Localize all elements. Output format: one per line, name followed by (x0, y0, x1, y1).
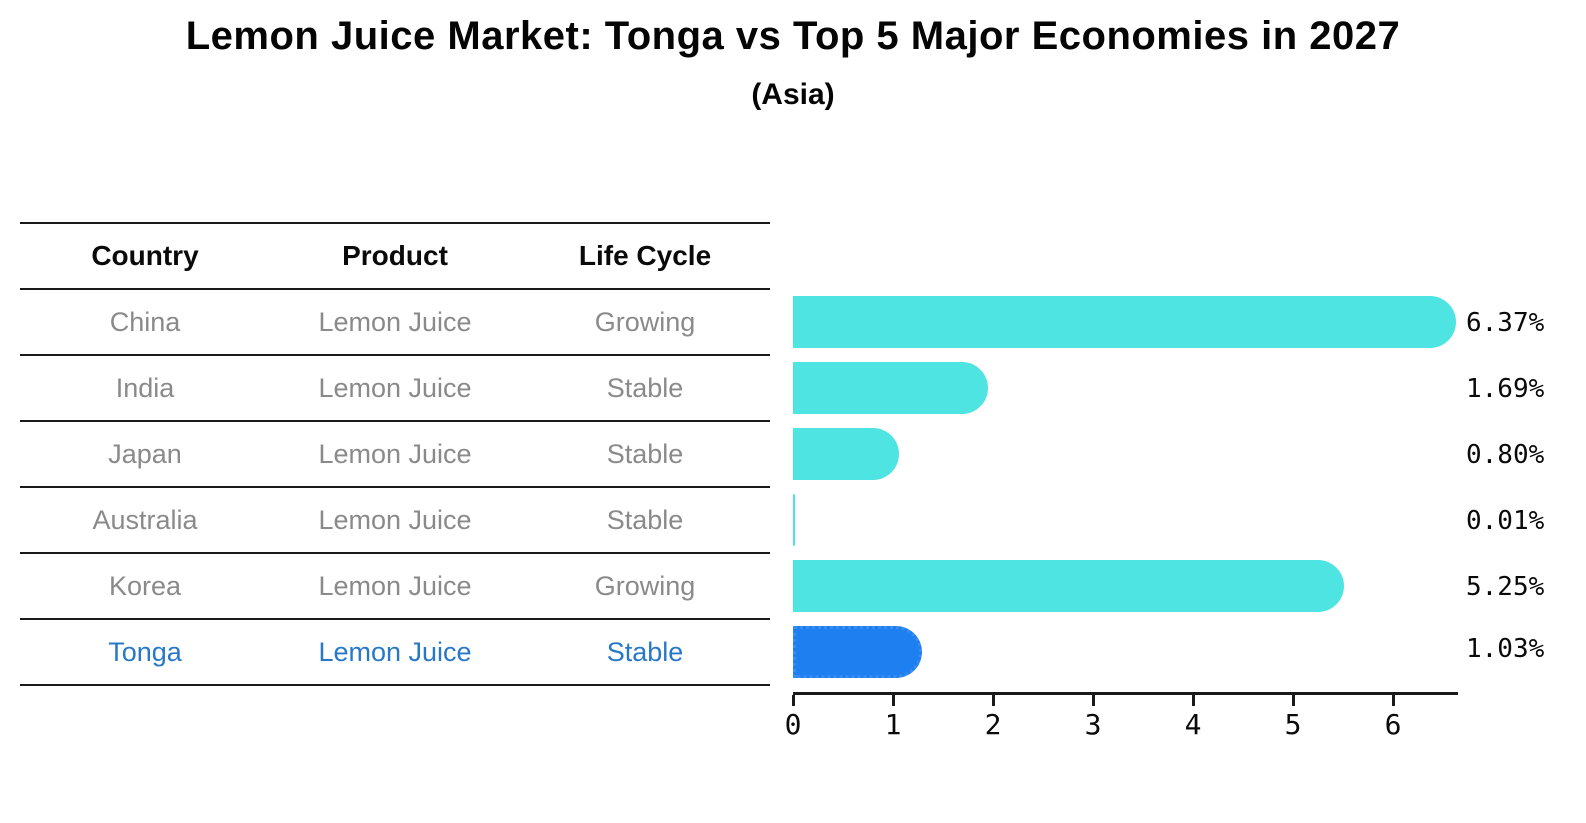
bar-australia (793, 494, 795, 546)
bar-japan (793, 428, 899, 480)
cell-product: Lemon Juice (318, 372, 472, 403)
cell-country: Japan (108, 438, 182, 469)
bar-value-label-japan: 0.80% (1466, 440, 1545, 470)
x-tick-mark-0 (792, 695, 795, 706)
cell-life-cycle: Growing (594, 570, 696, 601)
column-header-country: Country (91, 240, 199, 271)
x-tick-label-0: 0 (784, 708, 802, 741)
x-tick-mark-3 (1092, 695, 1095, 706)
cell-life-cycle: Stable (606, 504, 684, 535)
bar-korea (793, 560, 1344, 612)
table-row-tonga: Tonga Lemon Juice Stable (20, 620, 770, 686)
bar-value-label-korea: 5.25% (1466, 572, 1545, 602)
comparison-table: Country Product Life Cycle China Lemon J… (20, 222, 770, 686)
column-header-product: Product (342, 240, 448, 271)
cell-product: Lemon Juice (318, 636, 472, 667)
cell-country: India (115, 372, 175, 403)
table-row-australia: Australia Lemon Juice Stable (20, 488, 770, 554)
x-tick-mark-6 (1392, 695, 1395, 706)
bar-india (793, 362, 988, 414)
table-row-india: India Lemon Juice Stable (20, 356, 770, 422)
cell-life-cycle: Growing (594, 306, 696, 337)
x-tick-mark-2 (992, 695, 995, 706)
cell-life-cycle: Stable (606, 438, 684, 469)
bar-value-label-australia: 0.01% (1466, 506, 1545, 536)
cell-product: Lemon Juice (318, 504, 472, 535)
cell-country: Korea (108, 570, 182, 601)
bar-value-label-china: 6.37% (1466, 308, 1545, 338)
cell-product: Lemon Juice (318, 306, 472, 337)
cell-country: Tonga (108, 636, 182, 667)
cell-life-cycle: Stable (606, 636, 684, 667)
x-tick-label-3: 3 (1084, 708, 1102, 741)
x-tick-label-5: 5 (1284, 708, 1302, 741)
x-tick-label-4: 4 (1184, 708, 1202, 741)
bar-value-label-india: 1.69% (1466, 374, 1545, 404)
bar-tonga (793, 626, 922, 678)
x-tick-label-1: 1 (884, 708, 902, 741)
x-tick-mark-4 (1192, 695, 1195, 706)
bar-china (793, 296, 1456, 348)
x-tick-label-2: 2 (984, 708, 1002, 741)
table-header-row: Country Product Life Cycle (20, 224, 770, 290)
cell-country: China (109, 306, 181, 337)
x-tick-mark-1 (892, 695, 895, 706)
table-row-korea: Korea Lemon Juice Growing (20, 554, 770, 620)
x-tick-mark-5 (1292, 695, 1295, 706)
chart-subtitle: (Asia) (751, 78, 835, 111)
cell-product: Lemon Juice (318, 438, 472, 469)
chart-title: Lemon Juice Market: Tonga vs Top 5 Major… (185, 14, 1401, 58)
column-header-life-cycle: Life Cycle (578, 240, 712, 271)
table-row-china: China Lemon Juice Growing (20, 290, 770, 356)
table-row-japan: Japan Lemon Juice Stable (20, 422, 770, 488)
bar-value-label-tonga: 1.03% (1466, 634, 1545, 664)
x-axis-line (793, 692, 1458, 695)
cell-country: Australia (92, 504, 198, 535)
x-tick-label-6: 6 (1384, 708, 1402, 741)
cell-product: Lemon Juice (318, 570, 472, 601)
cell-life-cycle: Stable (606, 372, 684, 403)
